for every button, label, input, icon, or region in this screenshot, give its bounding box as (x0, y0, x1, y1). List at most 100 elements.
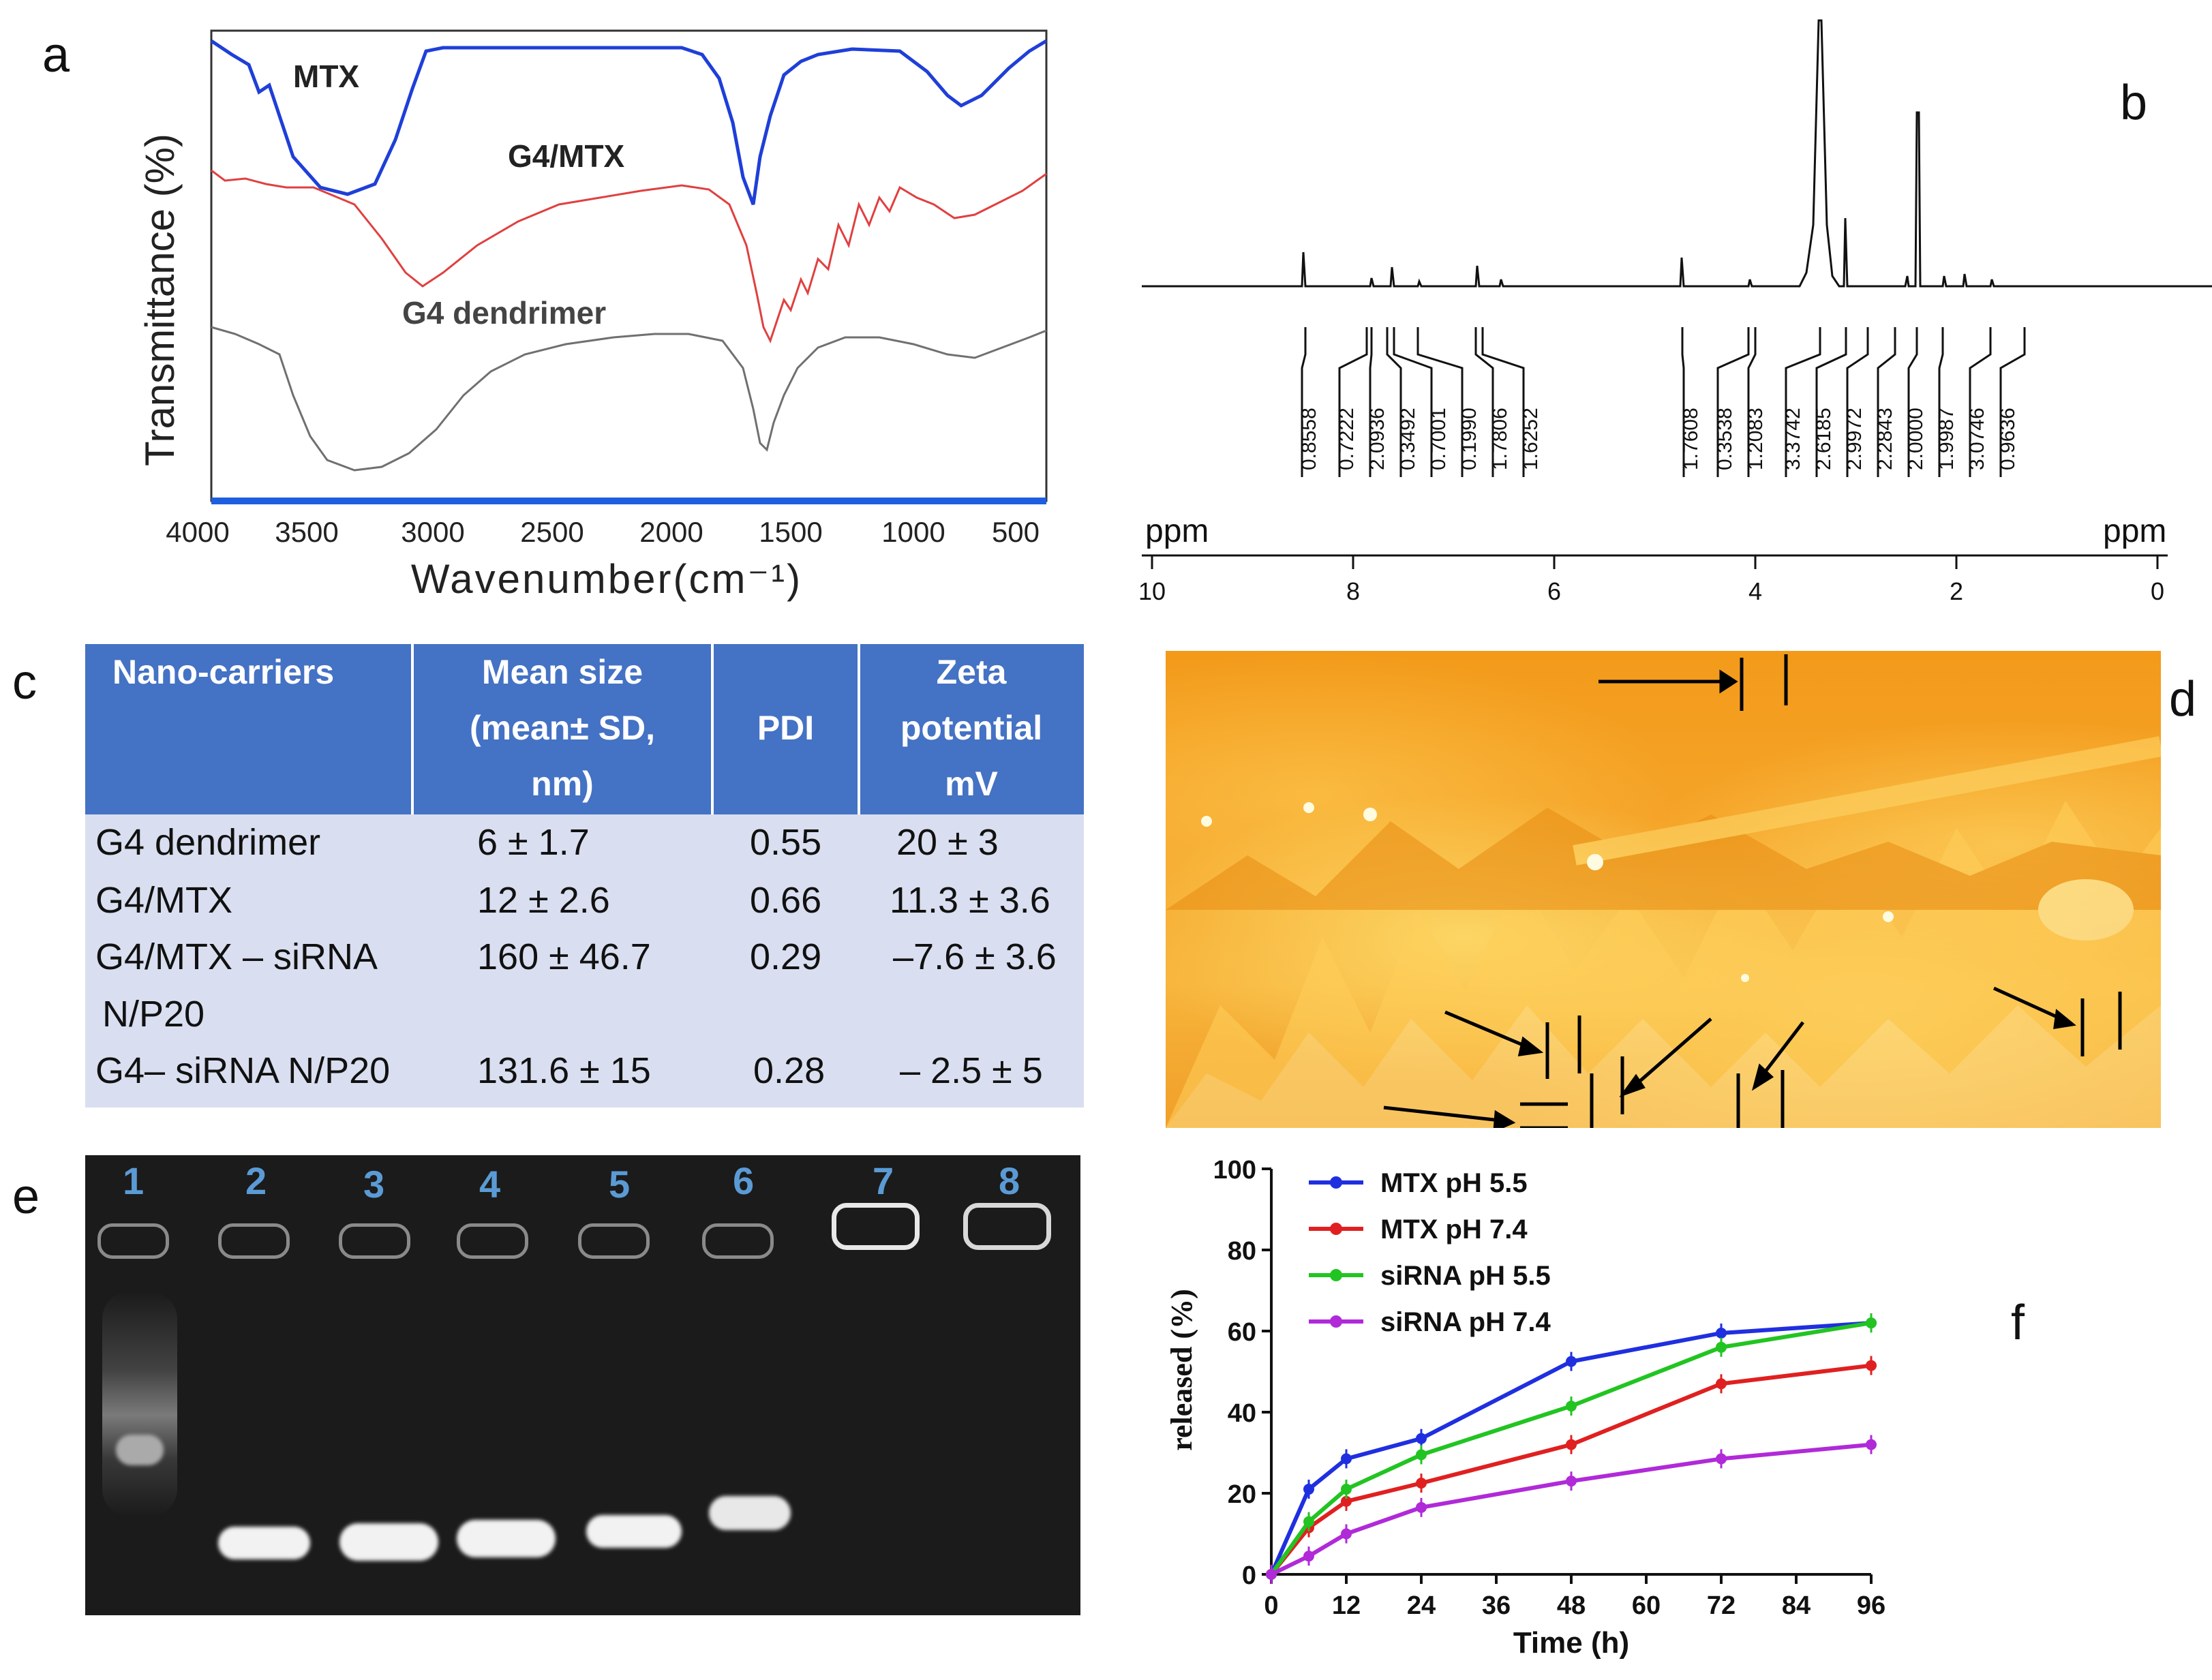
ftir-tick: 2500 (520, 516, 584, 548)
y-tick-label: 0 (1242, 1561, 1256, 1590)
lane-number: 7 (873, 1159, 894, 1202)
table-cell: 0.29 (750, 936, 822, 977)
panel-letter-b: b (2120, 76, 2148, 130)
nmr-axis-tick: 6 (1547, 577, 1561, 605)
nmr-integral-value: 1.7608 (1680, 408, 1702, 470)
data-point (1716, 1327, 1727, 1339)
nmr-axis-tick: 10 (1138, 577, 1166, 605)
data-point (1566, 1356, 1577, 1367)
ftir-tick: 2000 (639, 516, 703, 548)
nmr-axis-tick: 8 (1346, 577, 1360, 605)
lane-number: 4 (479, 1163, 501, 1206)
ftir-tick: 1000 (881, 516, 945, 548)
panel-letter-e: e (12, 1170, 40, 1224)
data-point (1566, 1476, 1577, 1487)
table-cell: 131.6 ± 15 (477, 1050, 651, 1091)
table-cell: N/P20 (102, 994, 205, 1035)
data-point (1716, 1453, 1727, 1465)
afm-image (1166, 651, 2161, 1128)
afm-arrows (1383, 654, 2122, 1128)
table-header-cell: Zeta potential mV (900, 653, 1043, 803)
nmr-axis-tick: 4 (1748, 577, 1762, 605)
legend-marker (1330, 1223, 1342, 1235)
ftir-label-g4: G4 dendrimer (402, 295, 606, 331)
ftir-label-mtx: MTX (293, 59, 359, 94)
table-header-cell: PDI (757, 709, 815, 747)
data-point (1416, 1501, 1427, 1513)
nmr-integral-value: 2.6185 (1813, 408, 1835, 470)
nmr-panel: 0.8558 0.7222 2.0936 0.3492 0.7001 0.199… (1138, 19, 2212, 605)
nmr-integral-values: 0.8558 0.7222 2.0936 0.3492 0.7001 0.199… (1298, 408, 2019, 470)
data-point (1716, 1378, 1727, 1390)
nmr-integral-value: 3.3742 (1782, 408, 1804, 470)
panel-letter-d: d (2169, 672, 2197, 727)
nmr-integral-value: 0.7001 (1427, 408, 1450, 470)
table-cell: 6 ± 1.7 (477, 822, 590, 863)
data-point (1341, 1453, 1352, 1465)
table-cell: –7.6 ± 3.6 (893, 936, 1057, 977)
ftir-xlabel: Wavenumber(cm⁻¹) (411, 556, 802, 602)
lane-number: 5 (609, 1163, 631, 1206)
table-cell: 0.55 (750, 822, 822, 863)
data-point (1341, 1484, 1352, 1495)
data-point (1416, 1433, 1427, 1444)
y-tick-label: 80 (1228, 1237, 1256, 1266)
nmr-spectrum (1142, 19, 2212, 288)
lane-number: 6 (733, 1159, 755, 1202)
table-cell: 12 ± 2.6 (477, 880, 610, 921)
table-cell: 0.28 (753, 1050, 825, 1091)
series-line (1270, 1442, 1872, 1576)
ftir-mtx-curve (210, 39, 1048, 205)
y-tick-label: 40 (1228, 1399, 1256, 1428)
nmr-integral-value: 1.9987 (1935, 408, 1958, 470)
ftir-ylabel: Transmittance (%) (137, 134, 183, 466)
panel-letter-a: a (42, 28, 70, 82)
data-point (1866, 1439, 1877, 1450)
nmr-integral-value: 2.2843 (1874, 408, 1896, 470)
ftir-panel: MTX G4/MTX G4 dendrimer Transmittance (%… (137, 29, 1048, 602)
nmr-axis-tick: 2 (1950, 577, 1963, 605)
x-tick-label: 60 (1632, 1591, 1661, 1620)
gel-well (97, 1223, 169, 1259)
gel-band (218, 1527, 310, 1559)
chart-xlabel: Time (h) (1513, 1626, 1629, 1660)
gel-well (702, 1223, 774, 1259)
x-tick-label: 0 (1264, 1591, 1278, 1620)
nmr-integral-value: 2.0000 (1905, 408, 1927, 470)
gel-well (832, 1203, 920, 1250)
ftir-tick: 3000 (401, 516, 464, 548)
table-cell: 0.66 (750, 880, 822, 921)
nmr-integral-lines (1301, 327, 2026, 477)
data-point (1303, 1516, 1314, 1527)
data-point (1303, 1551, 1314, 1562)
y-tick-label: 60 (1228, 1318, 1256, 1347)
properties-table: Nano-carriers Mean size (mean± SD, nm) P… (85, 644, 1084, 1108)
legend-label: MTX pH 7.4 (1380, 1215, 1528, 1244)
data-point (1266, 1569, 1277, 1580)
x-tick-label: 48 (1557, 1591, 1586, 1620)
data-point (1866, 1317, 1877, 1329)
ftir-tick: 1500 (759, 516, 822, 548)
y-tick-label: 100 (1213, 1156, 1256, 1185)
table-cell: 11.3 ± 3.6 (890, 880, 1050, 921)
ftir-g4-curve (211, 326, 1047, 472)
gel-well (578, 1223, 650, 1259)
nmr-integral-value: 1.6252 (1519, 408, 1542, 470)
nmr-integral-value: 0.8558 (1298, 408, 1320, 470)
nmr-integral-value: 0.3492 (1397, 408, 1419, 470)
nmr-integral-value: 0.3538 (1714, 408, 1736, 470)
nmr-integral-value: 0.7222 (1335, 408, 1358, 470)
afm-texture (1166, 736, 2161, 1128)
legend-label: siRNA pH 5.5 (1380, 1261, 1551, 1291)
ftir-g4mtx-curve (211, 169, 1047, 343)
table-header-cell: Nano-carriers (112, 653, 335, 691)
gel-well (339, 1223, 410, 1259)
x-tick-label: 24 (1407, 1591, 1436, 1620)
ftir-tick: 4000 (166, 516, 229, 548)
data-point (1303, 1484, 1314, 1495)
ftir-tick: 3500 (275, 516, 338, 548)
gel-band (709, 1496, 791, 1530)
nmr-ppm-left: ppm (1145, 513, 1209, 549)
ftir-frame (210, 29, 1048, 502)
lane-number: 3 (363, 1163, 385, 1206)
